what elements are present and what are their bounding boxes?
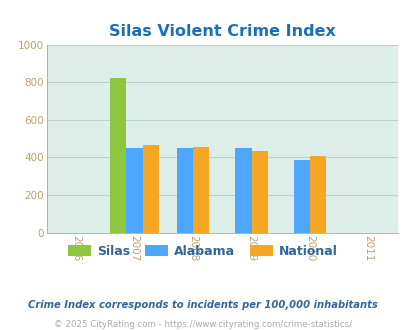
Bar [192, 147, 209, 233]
Bar [234, 148, 251, 233]
Bar [293, 160, 309, 233]
Bar [126, 148, 142, 233]
Bar [142, 145, 159, 233]
Bar [251, 151, 267, 233]
Bar [110, 79, 126, 233]
Bar [309, 156, 326, 233]
Legend: Silas, Alabama, National: Silas, Alabama, National [63, 240, 342, 263]
Text: Crime Index corresponds to incidents per 100,000 inhabitants: Crime Index corresponds to incidents per… [28, 300, 377, 310]
Bar [176, 148, 192, 233]
Title: Silas Violent Crime Index: Silas Violent Crime Index [109, 24, 335, 39]
Text: © 2025 CityRating.com - https://www.cityrating.com/crime-statistics/: © 2025 CityRating.com - https://www.city… [54, 319, 351, 329]
